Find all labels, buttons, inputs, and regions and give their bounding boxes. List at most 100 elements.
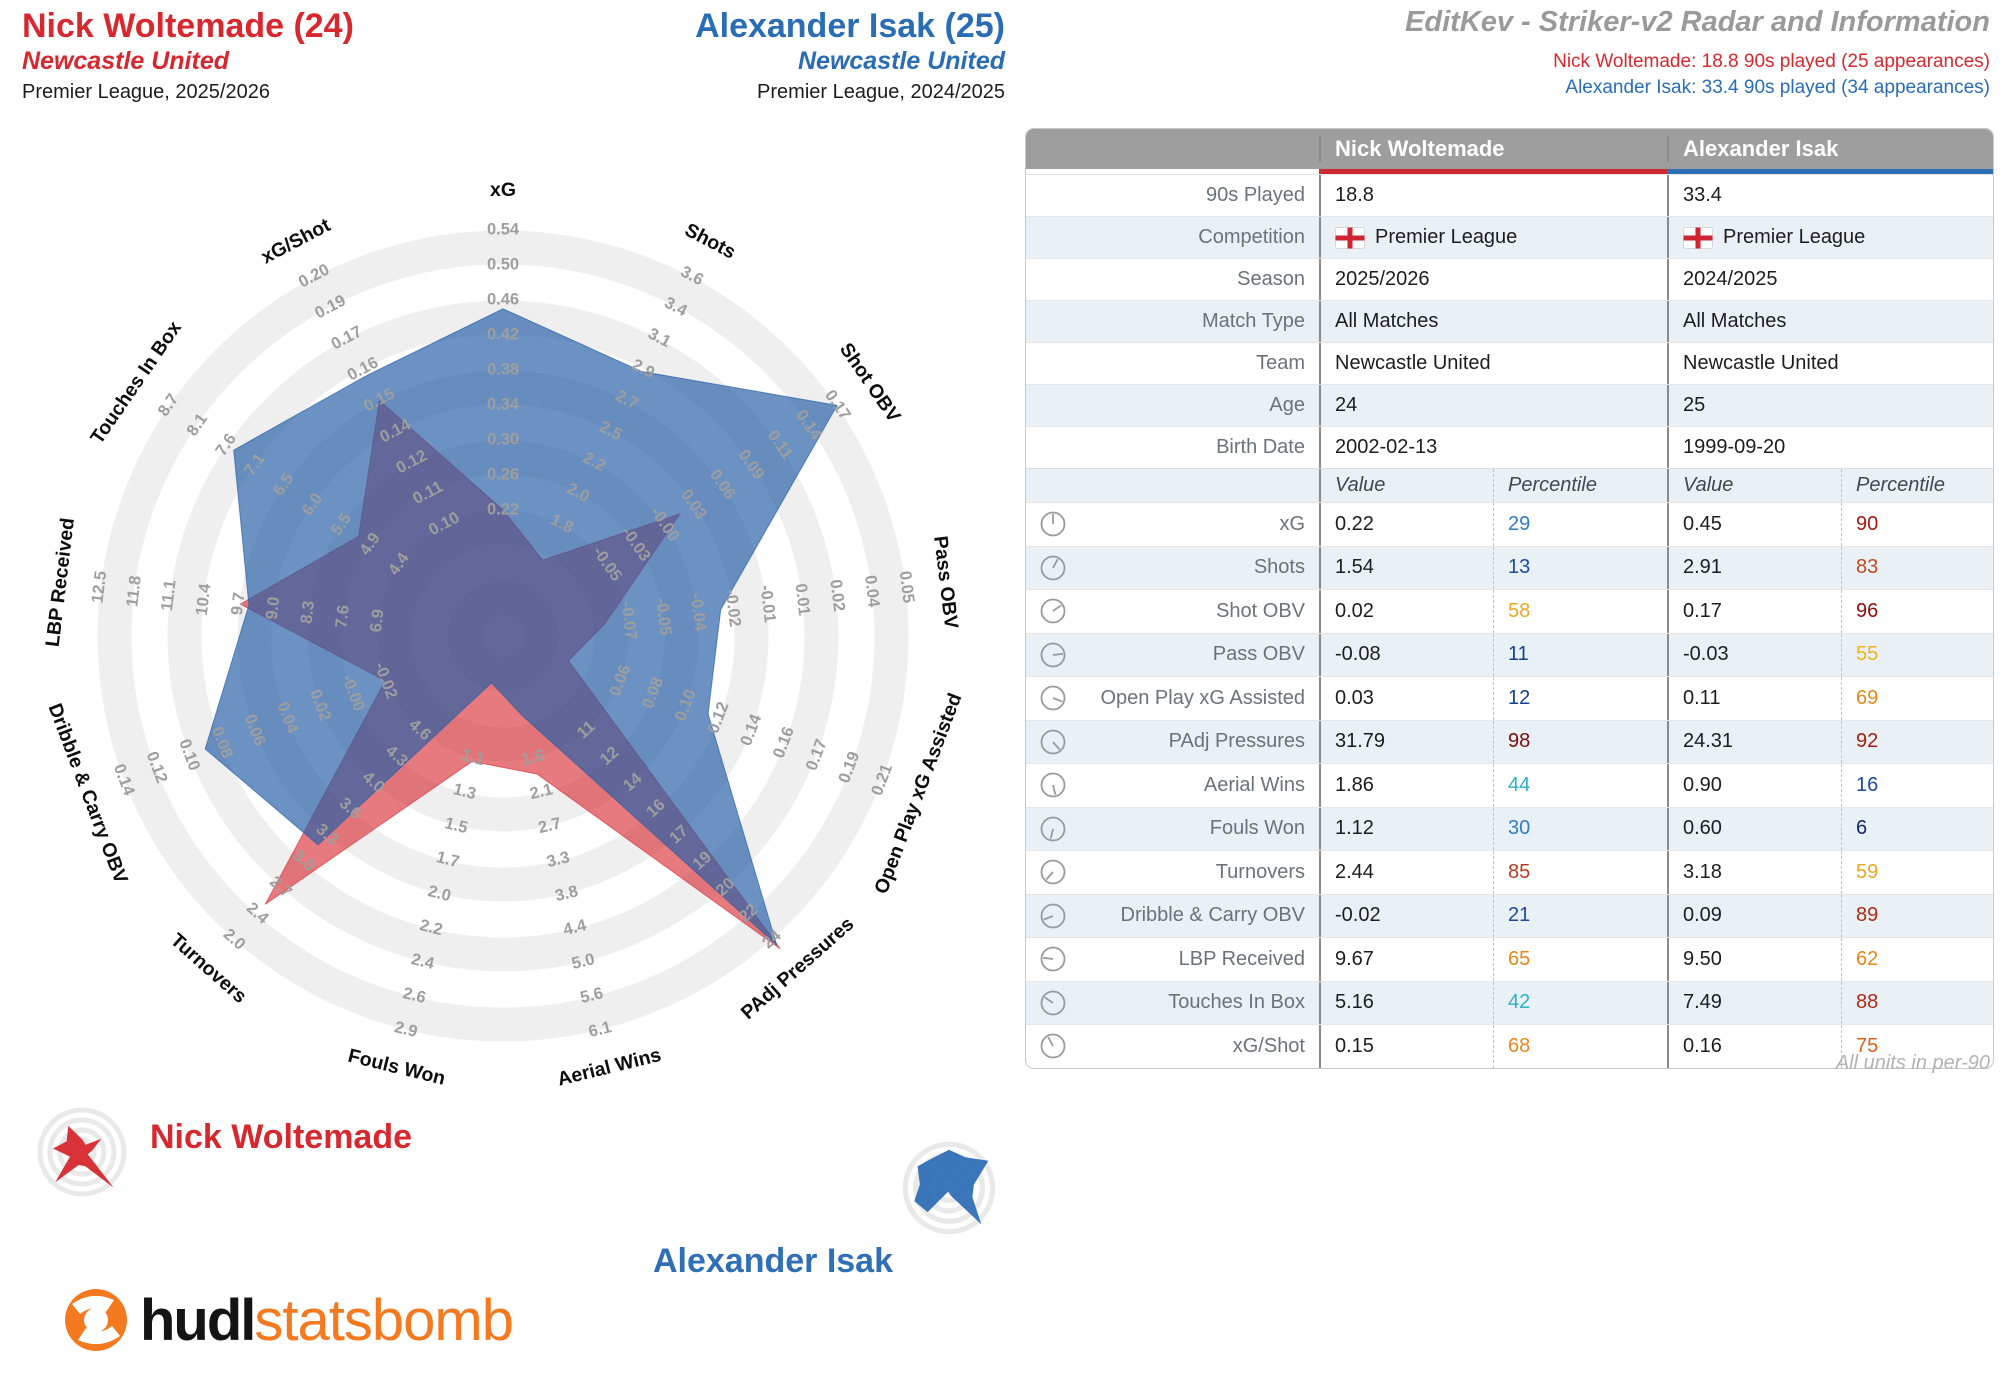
comparison-table: Nick Woltemade Alexander Isak 90s Played 18…: [1025, 128, 1994, 1069]
stat-player2-value: 0.09: [1667, 894, 1841, 937]
subheader-value-1: Value: [1319, 469, 1493, 502]
stat-player1-value: 0.02: [1319, 590, 1493, 633]
stat-player1-value: 0.03: [1319, 677, 1493, 720]
stat-player1-value: 2.44: [1319, 851, 1493, 894]
radar-tick: 5.0: [570, 950, 597, 973]
stat-player2-value: 24.31: [1667, 720, 1841, 763]
info-row: Age 24 25: [1026, 384, 1993, 426]
stat-row-label-cell: Touches In Box: [1026, 982, 1319, 1025]
info-row-player2-value: 33.4: [1667, 175, 1993, 216]
radar-tick: -0.01: [757, 584, 779, 623]
subheader-percentile-1: Percentile: [1493, 469, 1667, 502]
stat-player1-percentile: 13: [1493, 546, 1667, 589]
radar-tick: 1.6: [520, 746, 547, 769]
stat-player1-percentile: 65: [1493, 938, 1667, 981]
clock-axis-icon: [1040, 642, 1066, 668]
player2-legend-icon: [902, 1141, 996, 1235]
stat-player1-value: 9.67: [1319, 938, 1493, 981]
radar-tick: -0.05: [652, 597, 674, 636]
clock-axis-icon: [1040, 555, 1066, 581]
stat-row-label-cell: xG/Shot: [1026, 1025, 1319, 1068]
stat-player2-value: 0.16: [1667, 1025, 1841, 1068]
stat-label: Shot OBV: [1216, 599, 1305, 622]
stat-player2-percentile: 6: [1841, 807, 1993, 850]
stat-player1-percentile: 98: [1493, 720, 1667, 763]
radar-tick: -0.07: [618, 601, 640, 640]
stat-row-label-cell: Dribble & Carry OBV: [1026, 895, 1319, 938]
clock-axis-icon: [1040, 816, 1066, 842]
radar-tick: 2.9: [393, 1018, 420, 1041]
player2-competition: Premier League, 2024/2025: [757, 80, 1005, 103]
stat-player1-percentile: 42: [1493, 981, 1667, 1024]
info-row-player2-value: 2024/2025: [1667, 259, 1993, 300]
radar-tick: 2.6: [401, 984, 428, 1007]
radar-axis-label: Shots: [681, 219, 739, 264]
stat-player1-percentile: 11: [1493, 633, 1667, 676]
info-row-player1-value: Premier League: [1319, 217, 1667, 258]
player1-header: Nick Woltemade (24) Newcastle United Pre…: [22, 7, 354, 106]
radar-tick: 2.2: [418, 916, 445, 939]
stat-player2-value: -0.03: [1667, 633, 1841, 676]
value-percentile-subheader: Value Percentile Value Percentile: [1026, 468, 1993, 502]
radar-tick: 0.46: [487, 290, 519, 308]
hudl-icon: [65, 1289, 127, 1351]
stat-player1-percentile: 44: [1493, 764, 1667, 807]
radar-tick: 9.7: [228, 591, 249, 616]
info-row-player1-value: Newcastle United: [1319, 343, 1667, 384]
radar-tick: 10.4: [193, 582, 215, 617]
stat-player2-value: 7.49: [1667, 981, 1841, 1024]
radar-tick: 0.34: [487, 395, 520, 413]
radar-tick: 5.6: [578, 984, 605, 1007]
stat-player2-value: 0.11: [1667, 677, 1841, 720]
info-row-player2-value: Newcastle United: [1667, 343, 1993, 384]
subheader-percentile-2: Percentile: [1841, 469, 1993, 502]
stat-player2-value: 0.45: [1667, 503, 1841, 546]
clock-axis-icon: [1040, 1033, 1066, 1059]
radar-tick: 1.7: [435, 848, 462, 871]
radar-tick: 0.42: [487, 325, 519, 343]
player1-club: Newcastle United: [22, 47, 230, 76]
radar-tick: 2.0: [426, 882, 453, 905]
stat-player1-percentile: 30: [1493, 807, 1667, 850]
info-row-player1-value: 24: [1319, 385, 1667, 426]
player2-header: Alexander Isak (25) Newcastle United Pre…: [555, 7, 1005, 106]
stat-row: xG/Shot 0.15 68 0.16 75: [1026, 1024, 1993, 1068]
stat-row: PAdj Pressures 31.79 98 24.31 92: [1026, 719, 1993, 763]
stat-player1-percentile: 29: [1493, 503, 1667, 546]
stat-label: PAdj Pressures: [1168, 730, 1305, 753]
stat-row: Fouls Won 1.12 30 0.60 6: [1026, 806, 1993, 850]
stat-row-label-cell: LBP Received: [1026, 938, 1319, 981]
table-header-player1: Nick Woltemade: [1319, 136, 1667, 162]
radar-tick: 2.4: [409, 950, 436, 973]
radar-tick: -0.04: [687, 593, 709, 633]
stat-label: Shots: [1253, 556, 1305, 579]
radar-axis-label: Aerial Wins: [555, 1044, 663, 1091]
info-row: Competition Premier League Premier League: [1026, 216, 1993, 258]
info-row: 90s Played 18.8 33.4: [1026, 174, 1993, 216]
info-row-label: Competition: [1198, 226, 1305, 248]
info-row-player2-value: Premier League: [1667, 217, 1993, 258]
stat-player2-value: 0.90: [1667, 764, 1841, 807]
stat-player1-percentile: 12: [1493, 677, 1667, 720]
subheader-blank: [1026, 469, 1319, 502]
radar-tick: 7.6: [332, 604, 353, 629]
info-row: Match Type All Matches All Matches: [1026, 300, 1993, 342]
info-row-label: 90s Played: [1206, 184, 1305, 206]
radar-tick: 11.8: [123, 575, 145, 608]
clock-axis-icon: [1040, 685, 1066, 711]
stat-row: Turnovers 2.44 85 3.18 59: [1026, 850, 1993, 894]
info-row-player1-value: 2002-02-13: [1319, 427, 1667, 468]
stat-player2-percentile: 16: [1841, 764, 1993, 807]
stat-label: Touches In Box: [1168, 991, 1305, 1014]
stat-player1-value: 0.15: [1319, 1025, 1493, 1068]
stat-row-label-cell: Pass OBV: [1026, 634, 1319, 677]
underline-blank: [1026, 169, 1319, 174]
radar-tick: 1.5: [443, 814, 470, 837]
radar-tick: 12.5: [88, 570, 110, 604]
stat-row: Dribble & Carry OBV -0.02 21 0.09 89: [1026, 893, 1993, 938]
stat-label: xG/Shot: [1232, 1034, 1305, 1057]
stat-player1-value: -0.02: [1319, 894, 1493, 937]
stat-label: LBP Received: [1178, 947, 1305, 970]
units-footnote: All units in per-90: [1835, 1052, 1990, 1074]
radar-tick: 0.05: [896, 570, 918, 604]
